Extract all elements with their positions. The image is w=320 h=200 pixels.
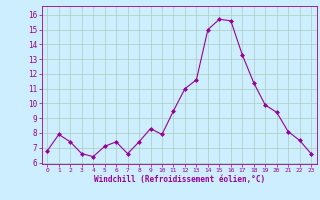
- X-axis label: Windchill (Refroidissement éolien,°C): Windchill (Refroidissement éolien,°C): [94, 175, 265, 184]
